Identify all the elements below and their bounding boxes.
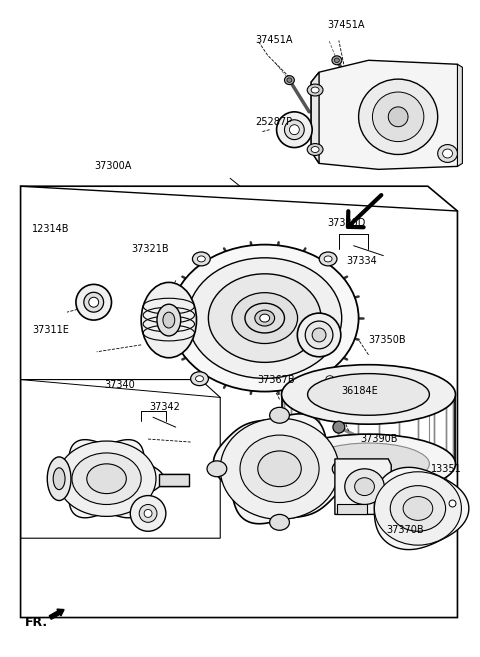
Ellipse shape xyxy=(326,376,334,382)
Ellipse shape xyxy=(232,292,298,344)
Ellipse shape xyxy=(197,256,205,262)
Ellipse shape xyxy=(84,292,104,312)
Text: 37370B: 37370B xyxy=(386,526,424,535)
Text: 37321B: 37321B xyxy=(131,244,169,254)
Ellipse shape xyxy=(372,92,424,142)
Text: 36184E: 36184E xyxy=(341,386,378,396)
FancyArrow shape xyxy=(49,609,64,620)
Ellipse shape xyxy=(276,112,312,148)
Ellipse shape xyxy=(76,284,111,320)
Polygon shape xyxy=(335,459,391,514)
Ellipse shape xyxy=(195,376,204,382)
Ellipse shape xyxy=(324,256,332,262)
Ellipse shape xyxy=(245,304,285,333)
Text: 37390B: 37390B xyxy=(360,434,398,444)
Ellipse shape xyxy=(188,258,342,378)
Ellipse shape xyxy=(345,469,384,505)
Ellipse shape xyxy=(305,321,333,349)
Ellipse shape xyxy=(141,283,196,358)
Ellipse shape xyxy=(53,468,65,489)
Polygon shape xyxy=(311,60,459,170)
Ellipse shape xyxy=(89,297,99,307)
Ellipse shape xyxy=(335,58,339,62)
Ellipse shape xyxy=(307,84,323,96)
Text: 37311E: 37311E xyxy=(33,325,69,335)
Ellipse shape xyxy=(308,443,430,485)
Ellipse shape xyxy=(240,435,319,503)
Polygon shape xyxy=(311,72,319,164)
Ellipse shape xyxy=(281,365,456,424)
Ellipse shape xyxy=(144,509,152,518)
Text: 12314B: 12314B xyxy=(33,224,70,234)
Ellipse shape xyxy=(355,478,374,495)
Ellipse shape xyxy=(255,310,275,326)
Ellipse shape xyxy=(47,457,71,501)
Text: FR.: FR. xyxy=(24,616,48,629)
Ellipse shape xyxy=(388,107,408,127)
Text: 13351: 13351 xyxy=(431,464,461,474)
Ellipse shape xyxy=(270,407,289,423)
Ellipse shape xyxy=(359,79,438,154)
Ellipse shape xyxy=(297,313,341,357)
Ellipse shape xyxy=(72,453,141,505)
Ellipse shape xyxy=(390,486,445,532)
Ellipse shape xyxy=(438,145,457,162)
Ellipse shape xyxy=(258,451,301,487)
Text: 37350B: 37350B xyxy=(369,335,406,345)
Ellipse shape xyxy=(308,374,430,415)
Bar xyxy=(337,505,367,514)
Ellipse shape xyxy=(374,472,461,545)
Ellipse shape xyxy=(445,497,459,510)
Ellipse shape xyxy=(287,78,292,82)
Ellipse shape xyxy=(87,464,126,493)
Ellipse shape xyxy=(449,500,456,507)
Bar xyxy=(159,474,189,486)
Ellipse shape xyxy=(208,274,321,363)
Text: 37300A: 37300A xyxy=(95,162,132,171)
Ellipse shape xyxy=(333,421,345,433)
Ellipse shape xyxy=(130,495,166,532)
Ellipse shape xyxy=(157,304,180,336)
Text: 37451A: 37451A xyxy=(255,35,292,45)
Polygon shape xyxy=(214,414,346,524)
Ellipse shape xyxy=(289,125,300,135)
Text: 37340: 37340 xyxy=(105,380,135,390)
Ellipse shape xyxy=(311,87,319,93)
Ellipse shape xyxy=(403,497,433,520)
FancyArrowPatch shape xyxy=(348,195,381,227)
Ellipse shape xyxy=(260,314,270,322)
Text: 37334: 37334 xyxy=(347,256,377,265)
Ellipse shape xyxy=(192,252,210,266)
Ellipse shape xyxy=(207,461,227,477)
Text: 25287P: 25287P xyxy=(255,117,292,127)
Ellipse shape xyxy=(285,120,304,139)
Text: 37330D: 37330D xyxy=(327,218,365,228)
Ellipse shape xyxy=(171,244,359,392)
Polygon shape xyxy=(457,64,462,166)
Ellipse shape xyxy=(285,76,294,85)
Text: 37451A: 37451A xyxy=(327,20,364,30)
Text: 37367B: 37367B xyxy=(258,374,295,384)
Polygon shape xyxy=(49,440,164,518)
Ellipse shape xyxy=(220,419,339,520)
Ellipse shape xyxy=(319,252,337,266)
Ellipse shape xyxy=(312,328,326,342)
Ellipse shape xyxy=(281,434,456,493)
Ellipse shape xyxy=(270,514,289,530)
Ellipse shape xyxy=(57,441,156,516)
Ellipse shape xyxy=(163,312,175,328)
Ellipse shape xyxy=(311,147,319,152)
Ellipse shape xyxy=(332,56,342,65)
Text: 37342: 37342 xyxy=(149,402,180,413)
Ellipse shape xyxy=(191,372,208,386)
Ellipse shape xyxy=(307,144,323,156)
Ellipse shape xyxy=(321,372,339,386)
Ellipse shape xyxy=(139,505,157,522)
Ellipse shape xyxy=(443,149,453,158)
Polygon shape xyxy=(374,467,469,550)
Ellipse shape xyxy=(332,461,352,477)
